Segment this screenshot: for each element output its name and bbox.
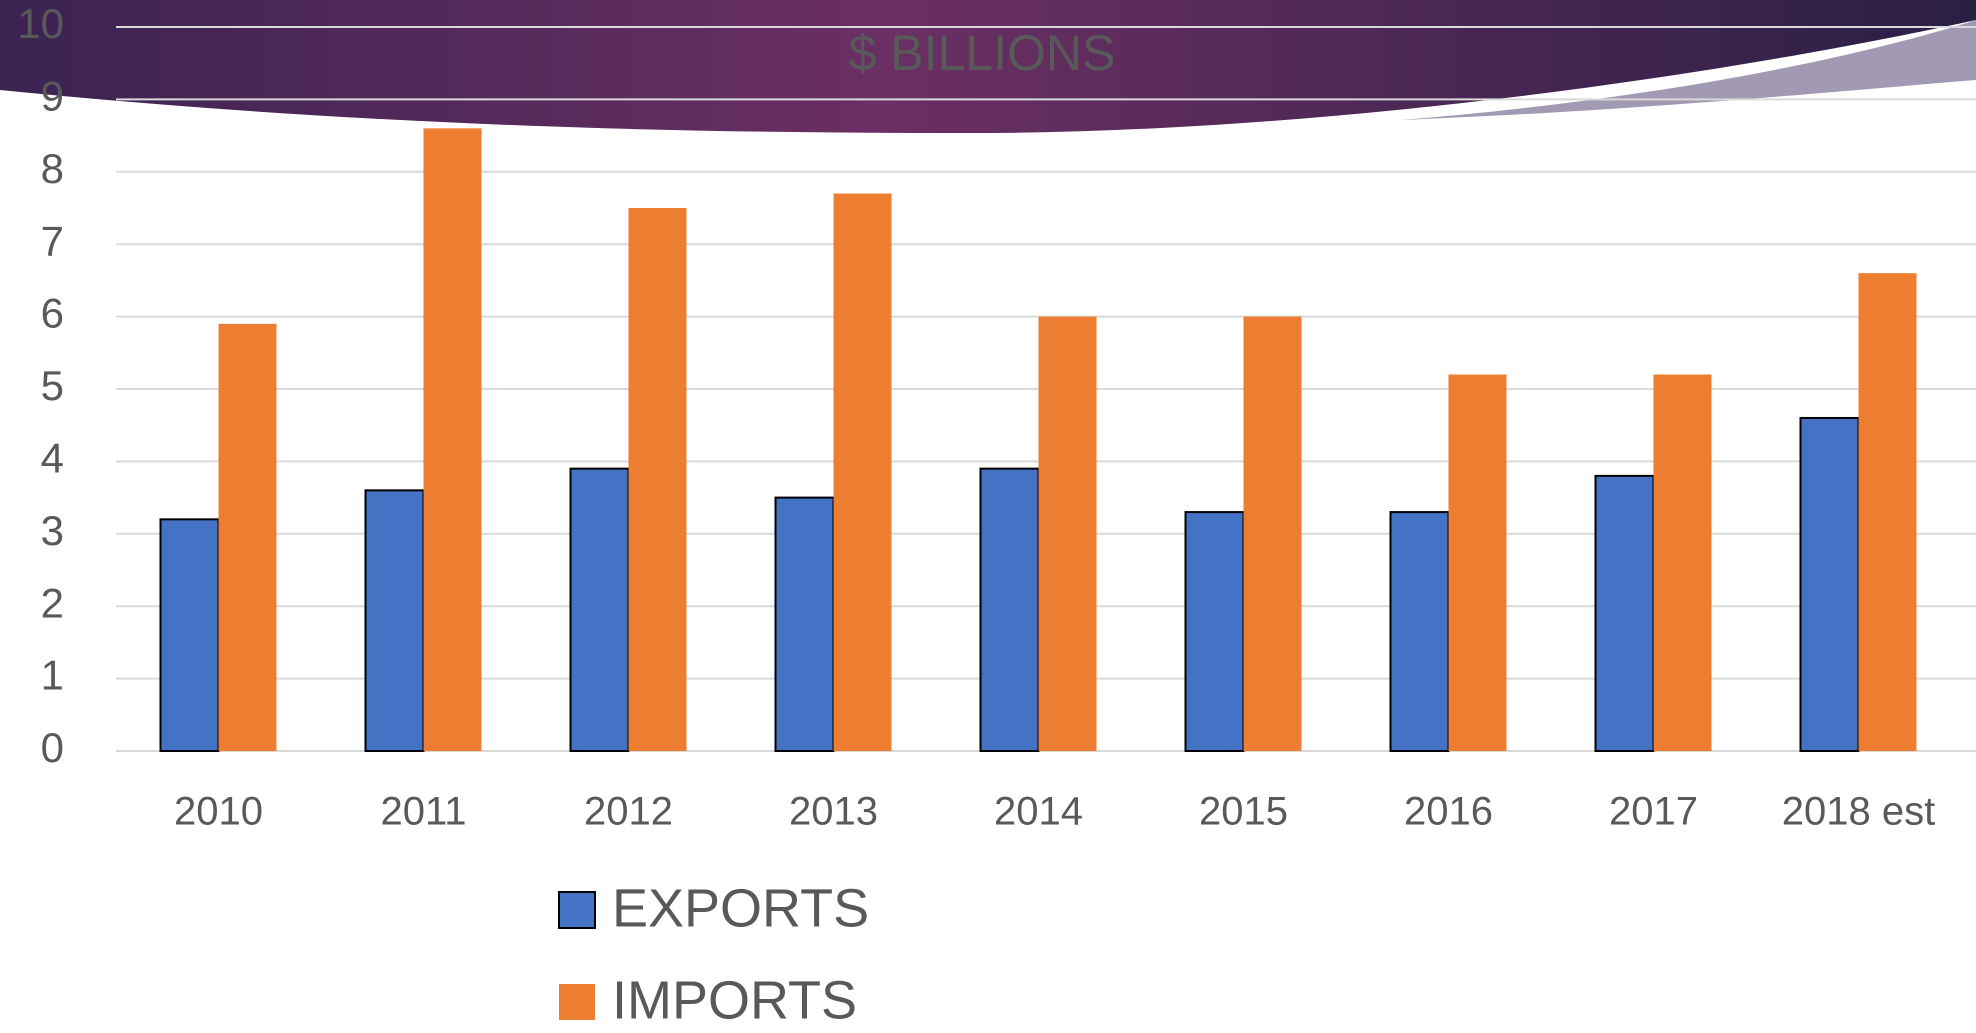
bar bbox=[1858, 273, 1917, 751]
bar bbox=[159, 518, 220, 752]
y-tick-label: 8 bbox=[41, 145, 64, 192]
legend-label: EXPORTS bbox=[612, 878, 869, 938]
bar bbox=[833, 193, 892, 751]
bar bbox=[1389, 511, 1450, 753]
bar bbox=[569, 467, 630, 752]
x-tick-label: 2011 bbox=[380, 790, 466, 834]
y-tick-label: 7 bbox=[41, 217, 64, 264]
bar bbox=[1448, 374, 1507, 751]
y-tick-label: 6 bbox=[41, 290, 64, 337]
x-tick-label: 2017 bbox=[1609, 790, 1698, 834]
x-tick-label: 2016 bbox=[1404, 790, 1493, 834]
y-tick-label: 1 bbox=[41, 652, 64, 699]
bar bbox=[1653, 374, 1712, 751]
y-tick-label: 4 bbox=[41, 434, 64, 481]
legend-swatch bbox=[558, 891, 596, 929]
x-tick-label: 2013 bbox=[789, 790, 878, 834]
bar bbox=[628, 208, 687, 751]
bar bbox=[1243, 316, 1302, 751]
x-tick-label: 2010 bbox=[174, 790, 263, 834]
bar bbox=[218, 323, 277, 751]
y-tick-label: 0 bbox=[41, 724, 64, 771]
bar bbox=[774, 496, 835, 752]
bar bbox=[1184, 511, 1245, 753]
y-tick-label: 3 bbox=[41, 507, 64, 554]
y-tick-label: 10 bbox=[17, 0, 64, 47]
legend-label: IMPORTS bbox=[612, 970, 857, 1030]
bar bbox=[364, 489, 425, 752]
bar bbox=[979, 467, 1040, 752]
x-tick-label: 2012 bbox=[584, 790, 673, 834]
chart-title: $ BILLIONS bbox=[849, 25, 1116, 81]
legend-swatch bbox=[559, 984, 595, 1020]
x-tick-label: 2015 bbox=[1199, 790, 1288, 834]
bar bbox=[1594, 474, 1655, 752]
x-tick-label: 2018 est bbox=[1782, 790, 1935, 834]
x-tick-label: 2014 bbox=[994, 790, 1083, 834]
bar bbox=[1038, 316, 1097, 751]
y-tick-label: 2 bbox=[41, 579, 64, 626]
bar bbox=[423, 128, 482, 752]
y-tick-label: 9 bbox=[41, 72, 64, 119]
bar bbox=[1799, 416, 1860, 752]
y-tick-label: 5 bbox=[41, 362, 64, 409]
